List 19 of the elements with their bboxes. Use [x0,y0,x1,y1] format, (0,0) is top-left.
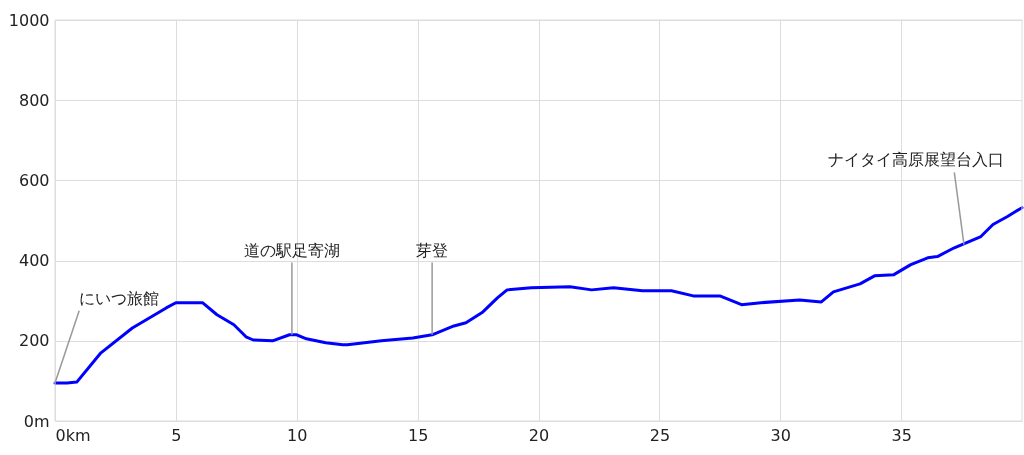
x-tick-label: 10 [287,425,308,445]
x-tick-label: 35 [891,425,912,445]
y-tick-label: 600 [18,170,50,190]
annotation: 道の駅足寄湖 [243,240,340,260]
y-tick-label: 1000 [8,10,50,30]
y-tick-label: 800 [18,90,50,110]
x-tick-label: 0km [55,425,91,445]
annotation: にいつ旅館 [79,288,160,308]
annotation: 芽登 [416,240,449,260]
y-tick-label: 0m [23,411,50,431]
y-tick-label: 400 [18,251,50,271]
x-tick-label: 5 [171,425,182,445]
x-tick-label: 15 [407,425,429,445]
x-tick-label: 20 [528,425,550,445]
x-tick-label: 25 [649,425,671,445]
line-series [53,206,1024,385]
x-tick-label: 30 [770,425,791,445]
y-tick-label: 200 [18,331,50,351]
annotation: ナイタイ高原展望台入口 [828,150,1005,170]
